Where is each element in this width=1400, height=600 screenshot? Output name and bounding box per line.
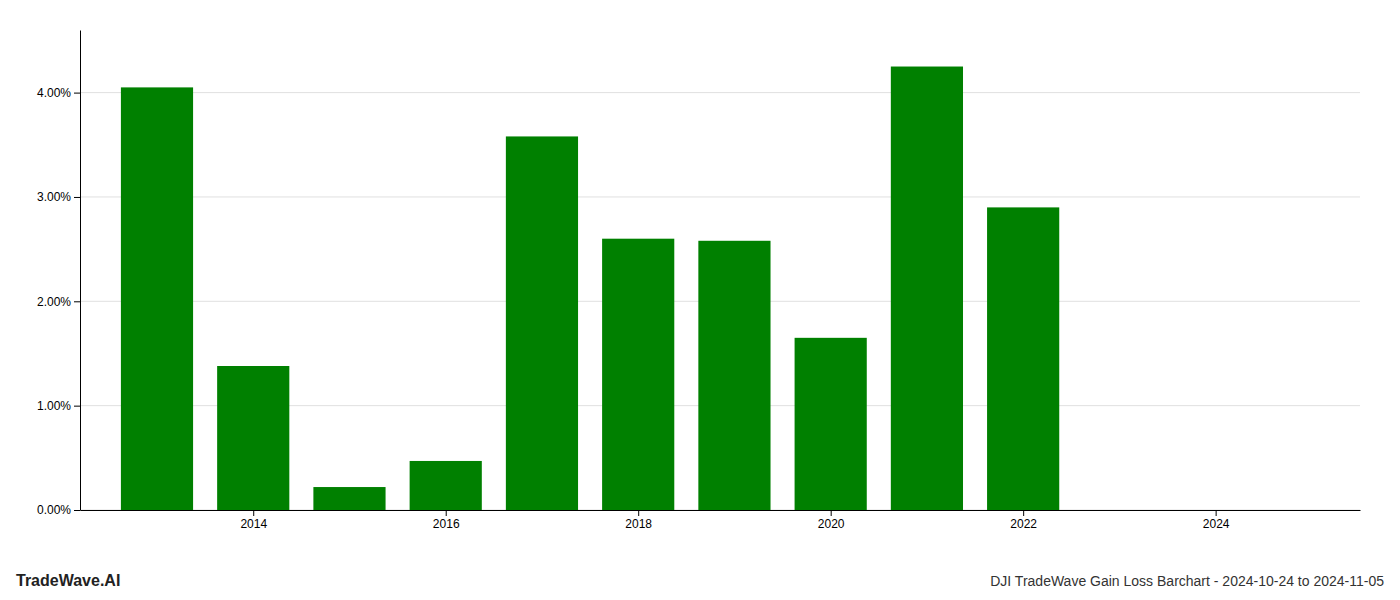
y-tick-mark <box>74 197 80 198</box>
grid-line <box>80 92 1360 93</box>
bar <box>217 366 289 510</box>
x-tick-label: 2022 <box>1010 517 1037 531</box>
y-tick-mark <box>74 510 80 511</box>
bar <box>1083 510 1155 511</box>
x-tick-label: 2020 <box>818 517 845 531</box>
x-tick-label: 2024 <box>1203 517 1230 531</box>
x-tick: 2014 <box>240 510 267 531</box>
y-tick-label: 4.00% <box>37 86 71 100</box>
x-tick: 2024 <box>1203 510 1230 531</box>
bar <box>313 487 385 510</box>
bar <box>795 338 867 510</box>
x-tick-label: 2016 <box>433 517 460 531</box>
y-tick-label: 1.00% <box>37 399 71 413</box>
y-tick-mark <box>74 406 80 407</box>
y-tick-label: 0.00% <box>37 503 71 517</box>
bar <box>698 241 770 510</box>
grid <box>80 93 1360 510</box>
chart: 2014 2016 2018 2020 2022 2024 0.00% 1.00% 2.00% 3… <box>0 0 1400 600</box>
watermark: TradeWave.AI <box>16 572 120 589</box>
y-tick: 4.00% <box>37 86 80 100</box>
y-axis: 0.00% 1.00% 2.00% 3.00% 4.00% <box>37 31 81 518</box>
y-tick: 0.00% <box>37 503 80 517</box>
x-tick: 2018 <box>625 510 652 531</box>
y-tick-mark <box>74 301 80 302</box>
y-axis-line <box>80 31 81 511</box>
x-axis: 2014 2016 2018 2020 2022 2024 <box>81 510 1361 531</box>
x-tick-mark <box>1216 510 1217 516</box>
y-tick: 3.00% <box>37 190 80 204</box>
x-tick-mark <box>638 510 639 516</box>
bar <box>602 239 674 510</box>
y-tick: 2.00% <box>37 295 80 309</box>
bar <box>891 67 963 510</box>
bar <box>506 136 578 510</box>
y-tick-mark <box>74 93 80 94</box>
bar <box>987 207 1059 510</box>
y-tick-label: 2.00% <box>37 295 71 309</box>
x-tick-mark <box>1023 510 1024 516</box>
title: DJI TradeWave Gain Loss Barchart - 2024-… <box>990 573 1384 589</box>
x-tick: 2022 <box>1010 510 1037 531</box>
bars <box>121 67 1059 510</box>
x-tick: 2016 <box>433 510 460 531</box>
x-tick-label: 2014 <box>240 517 267 531</box>
x-axis-line <box>81 510 1361 511</box>
x-tick-label: 2018 <box>625 517 652 531</box>
bar <box>121 87 193 510</box>
x-tick-mark <box>831 510 832 516</box>
x-tick-mark <box>446 510 447 516</box>
bar <box>410 461 482 510</box>
x-tick: 2020 <box>818 510 845 531</box>
x-tick-mark <box>253 510 254 516</box>
y-tick-label: 3.00% <box>37 190 71 204</box>
y-tick: 1.00% <box>37 399 80 413</box>
grid-line <box>80 196 1360 197</box>
